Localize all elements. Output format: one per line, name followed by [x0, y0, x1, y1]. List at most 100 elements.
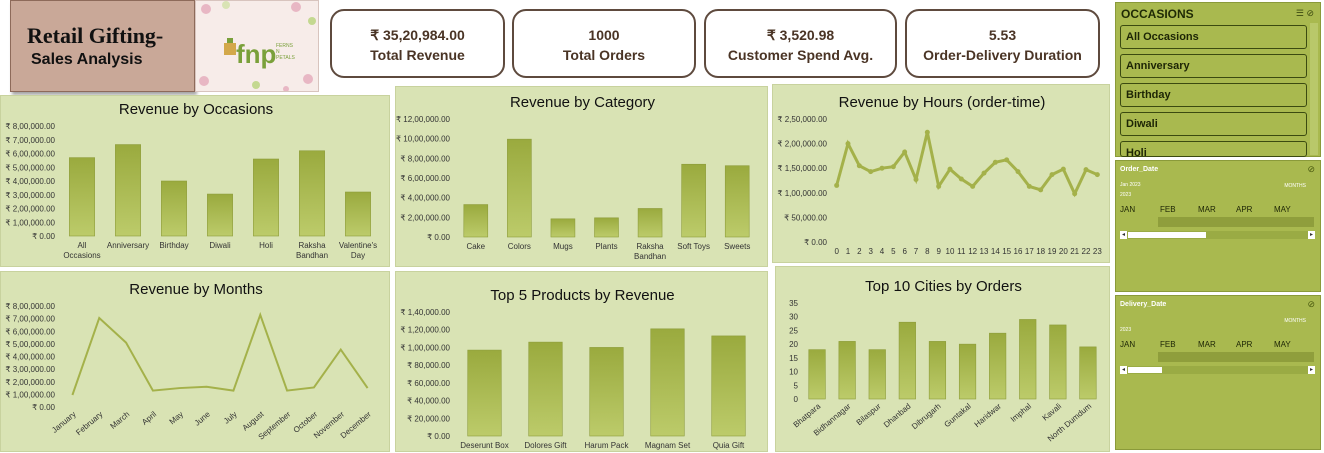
- data-point: [913, 177, 919, 183]
- y-tick-label: ₹ 6,00,000.00: [400, 174, 450, 183]
- y-tick-label: 25: [789, 326, 798, 335]
- y-tick-label: ₹ 1,20,000.00: [400, 326, 450, 335]
- data-point: [890, 164, 896, 170]
- x-tick-label: March: [109, 410, 132, 431]
- x-tick-line: Raksha: [637, 242, 665, 251]
- multi-select-icon[interactable]: ☰: [1295, 8, 1304, 18]
- y-tick-label: ₹ 2,00,000.00: [5, 205, 55, 214]
- clear-filter-icon[interactable]: ⊘: [1306, 8, 1314, 18]
- slicer-item-birthday[interactable]: Birthday: [1120, 83, 1307, 107]
- timeline-range: Jan 2023: [1120, 182, 1141, 188]
- y-tick-label: ₹ 50,000.00: [784, 213, 827, 222]
- x-tick-label: February: [74, 410, 104, 437]
- timeline-unit-selector[interactable]: MONTHS: [1284, 183, 1306, 189]
- x-tick-label: Mugs: [553, 242, 573, 251]
- timeline-month[interactable]: MAR: [1198, 205, 1216, 214]
- x-tick-label: 0: [834, 247, 839, 256]
- slicer-item-all-occasions[interactable]: All Occasions: [1120, 25, 1307, 49]
- bar: [724, 165, 750, 238]
- x-tick-label: Holi: [259, 241, 273, 250]
- slicer-scrollbar[interactable]: [1310, 23, 1318, 155]
- data-point: [958, 176, 964, 182]
- slicer-item-anniversary[interactable]: Anniversary: [1120, 54, 1307, 78]
- data-point: [902, 149, 908, 155]
- timeline-month[interactable]: APR: [1236, 340, 1253, 349]
- timeline-month[interactable]: JAN: [1120, 340, 1136, 349]
- x-tick-label: 21: [1070, 247, 1079, 256]
- y-tick-label: ₹ 1,40,000.00: [400, 308, 450, 317]
- x-tick-line: Valentine's: [339, 241, 377, 250]
- scroll-left-icon[interactable]: ◂: [1120, 231, 1127, 239]
- timeline-month[interactable]: FEB: [1160, 340, 1176, 349]
- data-point: [1060, 166, 1066, 172]
- bar: [345, 191, 371, 237]
- x-tick-line: All: [78, 241, 87, 250]
- timeline-scrollbar[interactable]: ◂ ▸: [1120, 366, 1315, 374]
- y-tick-label: ₹ 10,00,000.00: [396, 135, 451, 144]
- timeline-month[interactable]: MAR: [1198, 340, 1216, 349]
- bar: [467, 349, 502, 437]
- occasions-slicer: OCCASIONS ☰ ⊘ All Occasions Anniversary …: [1115, 2, 1321, 157]
- data-point: [924, 129, 930, 135]
- data-point: [981, 170, 987, 176]
- timeline-unit-selector[interactable]: MONTHS: [1284, 318, 1306, 324]
- kpi-total-revenue: ₹ 35,20,984.00 Total Revenue: [330, 9, 505, 78]
- timeline-field: Order_Date: [1120, 166, 1159, 173]
- x-tick-label: Raksha Bandhan: [634, 242, 666, 261]
- scroll-thumb[interactable]: [1128, 367, 1162, 373]
- clear-filter-icon[interactable]: ⊘: [1307, 164, 1315, 174]
- y-tick-label: ₹ 6,00,000.00: [5, 327, 55, 336]
- timeline-month[interactable]: APR: [1236, 205, 1253, 214]
- bar: [650, 328, 685, 437]
- slicer-item-diwali[interactable]: Diwali: [1120, 112, 1307, 136]
- x-tick-label: Imphal: [1009, 401, 1033, 423]
- y-tick-label: ₹ 5,00,000.00: [5, 163, 55, 172]
- x-tick-label: April: [140, 410, 158, 427]
- y-tick-label: ₹ 1,00,000.00: [5, 390, 55, 399]
- scroll-left-icon[interactable]: ◂: [1120, 366, 1127, 374]
- chart-title: Top 10 Cities by Orders: [865, 278, 1022, 295]
- bar: [161, 180, 187, 237]
- clear-filter-icon[interactable]: ⊘: [1307, 299, 1315, 309]
- fnp-logo: fnp FERNS N PETALS: [195, 0, 319, 92]
- chart-revenue-by-occasions: Revenue by Occasions ₹ 0.00 ₹ 1,00,000.00 ₹…: [0, 95, 390, 267]
- y-tick-label: ₹ 6,00,000.00: [5, 150, 55, 159]
- timeline-month[interactable]: FEB: [1160, 205, 1176, 214]
- scroll-right-icon[interactable]: ▸: [1308, 366, 1315, 374]
- x-tick-label: Dolores Gift: [524, 441, 567, 450]
- timeline-year: 2023: [1120, 327, 1132, 333]
- data-point: [1049, 172, 1055, 178]
- y-tick-label: ₹ 0.00: [32, 403, 55, 412]
- kpi-value: ₹ 35,20,984.00: [370, 27, 465, 43]
- chart-svg: Top 10 Cities by Orders05101520253035Bha…: [789, 278, 1097, 443]
- y-tick-label: ₹ 1,00,000.00: [5, 218, 55, 227]
- x-tick-label: Valentine's Day: [339, 241, 377, 260]
- slicer-item-holi[interactable]: Holi: [1120, 141, 1307, 157]
- x-tick-label: 5: [891, 247, 896, 256]
- x-tick-label: 20: [1059, 247, 1068, 256]
- scroll-thumb[interactable]: [1128, 232, 1206, 238]
- timeline-month[interactable]: MAY: [1274, 340, 1291, 349]
- x-tick-label: December: [339, 409, 373, 440]
- chart-title: Revenue by Occasions: [119, 101, 273, 118]
- y-tick-label: ₹ 0.00: [427, 233, 450, 242]
- timeline-month[interactable]: JAN: [1120, 205, 1136, 214]
- x-tick-label: 14: [991, 247, 1000, 256]
- y-tick-label: ₹ 1,00,000.00: [400, 343, 450, 352]
- timeline-month[interactable]: MAY: [1274, 205, 1291, 214]
- data-point: [1015, 169, 1021, 175]
- x-tick-label: Haridwar: [973, 401, 1004, 429]
- slicer-title: OCCASIONS: [1121, 7, 1194, 21]
- bar: [838, 341, 856, 400]
- order-date-timeline: Order_Date ⊘ Jan 2023 2023 MONTHS JAN FE…: [1115, 160, 1321, 292]
- timeline-scrollbar[interactable]: ◂ ▸: [1120, 231, 1315, 239]
- timeline-period-bar[interactable]: [1158, 217, 1314, 227]
- x-tick-label: 19: [1048, 247, 1057, 256]
- y-tick-label: ₹ 80,000.00: [407, 361, 450, 370]
- scroll-right-icon[interactable]: ▸: [1308, 231, 1315, 239]
- bar: [528, 341, 563, 437]
- y-tick-label: ₹ 7,00,000.00: [5, 315, 55, 324]
- y-tick-label: ₹ 7,00,000.00: [5, 136, 55, 145]
- dashboard-subtitle: Sales Analysis: [31, 51, 143, 68]
- timeline-period-bar[interactable]: [1158, 352, 1314, 362]
